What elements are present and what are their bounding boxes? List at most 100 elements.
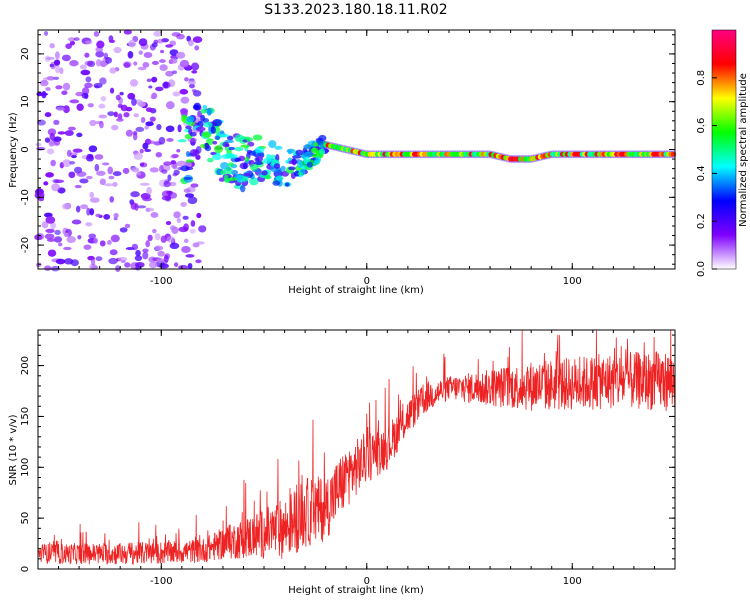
spectrogram-blob [104, 183, 114, 187]
spectrogram-blob [90, 257, 96, 266]
spectrogram-blob [81, 92, 89, 99]
spectrogram-blob [125, 129, 133, 137]
spectrogram-blob [98, 114, 108, 119]
spectrogram-blob [76, 103, 84, 111]
spectrogram-blob [170, 57, 178, 64]
spectrogram-blob [140, 117, 146, 123]
spectrogram-blob [145, 240, 151, 248]
spectrogram-blob [163, 254, 169, 263]
spectrogram-blob [61, 203, 70, 210]
spectrogram-blob [108, 175, 115, 180]
spectrogram-blob [185, 151, 191, 157]
spectrogram-blob [198, 225, 207, 233]
spectrogram-blob [108, 257, 118, 265]
spectrogram-blob [187, 262, 193, 270]
colorbar-tick-label: 0.0 [696, 261, 707, 277]
spectrogram-blob [157, 250, 165, 257]
spectrogram-blob [62, 159, 72, 167]
spectrogram-blob [146, 78, 152, 83]
spectrogram-blob [227, 162, 235, 167]
spectrogram-blob [127, 92, 136, 100]
spectrogram-blob [246, 137, 253, 142]
spectrogram-blob [61, 90, 68, 96]
spectrogram-blob [112, 171, 122, 177]
spectrogram-blob [79, 64, 87, 70]
spectrogram-blob [210, 126, 216, 134]
spectrogram-blob [55, 258, 66, 265]
spectrogram-blob [89, 191, 94, 199]
spectrogram-blob [50, 222, 56, 230]
spectrogram-blob [138, 38, 148, 47]
colorbar-gradient [711, 29, 737, 270]
spectrogram-blob [219, 130, 225, 134]
spectrogram-blob [176, 149, 181, 153]
y-tick-label: 200 [20, 356, 31, 375]
spectrogram-blob [144, 125, 149, 130]
spectrogram-blob [162, 81, 171, 89]
spectrogram-region-2 [322, 140, 677, 164]
spectrogram-blob [130, 191, 140, 198]
spectrogram-blob [155, 86, 164, 92]
spectrogram-blob [69, 161, 76, 165]
spectrogram-blob [45, 228, 55, 233]
spectrogram-blob [139, 162, 148, 168]
spectrogram-blob [85, 76, 92, 83]
spectrogram-blob [43, 181, 49, 186]
spectrogram-blob [184, 77, 189, 82]
spectrogram-blob [115, 94, 121, 101]
spectrogram-blob [99, 178, 107, 186]
spectrogram-blob [234, 134, 244, 142]
y-tick-label: 150 [20, 407, 31, 426]
spectrogram-blob [101, 162, 110, 166]
spectrogram-blob [68, 171, 76, 179]
spectrogram-blob [86, 155, 94, 162]
spectrogram-blob [166, 138, 174, 142]
spectrogram-blob [99, 60, 108, 68]
spectrogram-blob [113, 111, 118, 118]
spectrogram-blob [153, 39, 159, 45]
snr-x-ticks: -100 0 100 [58, 330, 676, 587]
spectrogram-blob [183, 223, 189, 232]
spectrogram-blob [44, 233, 55, 240]
spectrogram-ylabel: Frequency (Hz) [8, 112, 19, 188]
spectrogram-blob [80, 204, 89, 210]
spectrogram-blob [272, 180, 281, 186]
spectrogram-blob [239, 162, 249, 170]
spectrogram-blob [192, 36, 203, 43]
spectrogram-blob [145, 207, 151, 212]
spectrogram-blob [113, 213, 119, 218]
spectrogram-blob [142, 248, 149, 253]
spectrogram-blob [139, 148, 144, 154]
x-tick-label: 100 [563, 276, 582, 287]
spectrogram-blob [84, 82, 93, 89]
y-tick-label: 10 [20, 95, 31, 108]
spectrogram-blob [280, 165, 286, 172]
spectrogram-blob [82, 87, 90, 95]
spectrogram-blob [89, 197, 100, 203]
spectrogram-blob [214, 135, 221, 141]
spectrogram-blob [234, 157, 242, 162]
spectrogram-blob [174, 262, 179, 268]
spectrogram-blob [268, 140, 277, 148]
spectrogram-blob [185, 125, 192, 130]
spectrogram-blob [159, 263, 169, 269]
y-tick-label: 0 [20, 566, 31, 572]
spectrogram-blob [73, 37, 80, 41]
spectrogram-blob [165, 125, 175, 133]
spectrogram-blob [142, 251, 149, 260]
snr-series-line [37, 329, 676, 565]
snr-xlabel: Height of straight line (km) [288, 585, 424, 596]
spectrogram-blob [240, 144, 250, 148]
spectrogram-blob [158, 136, 166, 145]
spectrogram-blob [193, 102, 202, 111]
spectrogram-blob [189, 132, 197, 137]
spectrogram-blob [46, 76, 56, 81]
spectrogram-blob [72, 148, 83, 153]
spectrogram-blob [296, 161, 303, 169]
spectrogram-blob [206, 138, 214, 146]
spectrogram-blob [227, 146, 236, 151]
spectrogram-blob [87, 60, 96, 68]
colorbar-tick-label: 0.2 [696, 213, 707, 229]
spectrogram-blob [71, 219, 82, 225]
